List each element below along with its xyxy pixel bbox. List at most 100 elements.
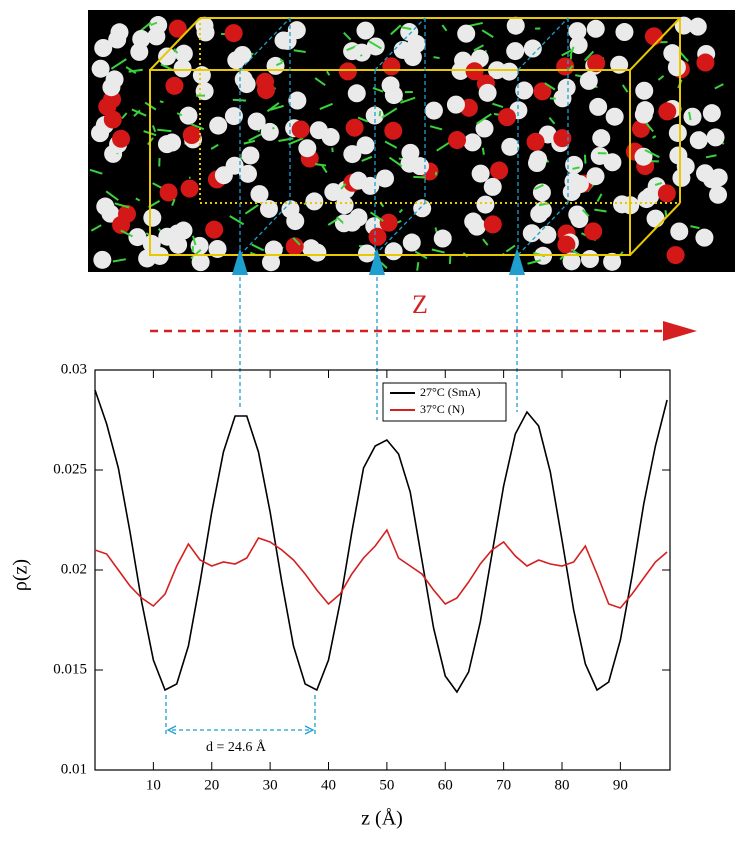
ring (606, 108, 624, 126)
ring (234, 46, 252, 64)
ring (193, 66, 211, 84)
ring (403, 234, 421, 252)
x-tick-label: 90 (613, 777, 628, 793)
oxygen (667, 246, 685, 264)
ring (707, 128, 725, 146)
ring (169, 236, 187, 254)
ring (447, 96, 465, 114)
legend-label: 27°C (SmA) (420, 385, 480, 399)
chain (315, 164, 326, 165)
ring (93, 251, 111, 269)
ring (400, 155, 418, 173)
y-tick-label: 0.025 (53, 461, 87, 477)
ring (580, 72, 598, 90)
chain (585, 155, 586, 164)
ring (592, 129, 610, 147)
ring (163, 134, 181, 152)
z-label: Z (412, 290, 428, 319)
legend-label: 37°C (N) (420, 402, 464, 416)
ring (130, 43, 148, 61)
ring (610, 56, 628, 74)
oxygen (257, 81, 275, 99)
ring (669, 146, 687, 164)
ring (215, 166, 233, 184)
ring (324, 183, 342, 201)
period-label: d = 24.6 Å (206, 739, 267, 755)
ring (472, 165, 490, 183)
ring (586, 167, 604, 185)
ring (683, 108, 701, 126)
ring (353, 44, 371, 62)
ring (528, 154, 546, 172)
oxygen (490, 162, 508, 180)
ring (348, 84, 366, 102)
ring (703, 104, 721, 122)
ring (434, 230, 452, 248)
oxygen (498, 108, 516, 126)
ring (457, 25, 475, 43)
ring (670, 222, 688, 240)
chain (483, 148, 484, 155)
ring (703, 170, 721, 188)
ring (464, 213, 482, 231)
ring (376, 169, 394, 187)
oxygen (527, 133, 545, 151)
ring (647, 210, 665, 228)
x-tick-label: 80 (555, 777, 570, 793)
series-line (95, 530, 667, 608)
ring (538, 226, 556, 244)
plot-frame (95, 370, 670, 770)
y-tick-label: 0.02 (61, 561, 87, 577)
ring (507, 17, 525, 35)
ring (235, 70, 253, 88)
ring (385, 86, 403, 104)
x-axis-title: z (Å) (361, 808, 403, 830)
ring (565, 172, 583, 190)
oxygen (165, 77, 183, 95)
ring (589, 98, 607, 116)
y-tick-label: 0.03 (61, 361, 87, 377)
ring (413, 199, 431, 217)
ring (356, 22, 374, 40)
ring (261, 123, 279, 141)
oxygen (292, 120, 310, 138)
oxygen (369, 228, 387, 246)
ring (357, 136, 375, 154)
oxygen (380, 214, 398, 232)
chain (689, 112, 690, 120)
ring (158, 47, 176, 65)
ring (690, 131, 708, 149)
y-tick-label: 0.015 (53, 661, 87, 677)
oxygen (484, 215, 502, 233)
ring (591, 147, 609, 165)
ring (288, 92, 306, 110)
ring (110, 23, 128, 41)
z-arrow-head (663, 321, 697, 341)
ring (143, 209, 161, 227)
ring (464, 133, 482, 151)
oxygen (584, 222, 602, 240)
oxygen (339, 62, 357, 80)
oxygen (466, 62, 484, 80)
ring (587, 20, 605, 38)
ring (298, 139, 316, 157)
oxygen (384, 122, 402, 140)
ring (400, 23, 418, 41)
chain (380, 111, 381, 116)
ring (506, 42, 524, 60)
ring (695, 229, 713, 247)
ring (635, 148, 653, 166)
x-tick-label: 10 (146, 777, 161, 793)
x-tick-label: 50 (379, 777, 394, 793)
ring (669, 124, 687, 142)
chain (160, 101, 164, 102)
ring (394, 41, 412, 59)
ring (615, 23, 633, 41)
x-tick-label: 60 (438, 777, 453, 793)
chain (417, 262, 418, 271)
x-tick-label: 40 (321, 777, 336, 793)
ring (179, 107, 197, 125)
oxygen (658, 184, 676, 202)
ring (196, 82, 214, 100)
